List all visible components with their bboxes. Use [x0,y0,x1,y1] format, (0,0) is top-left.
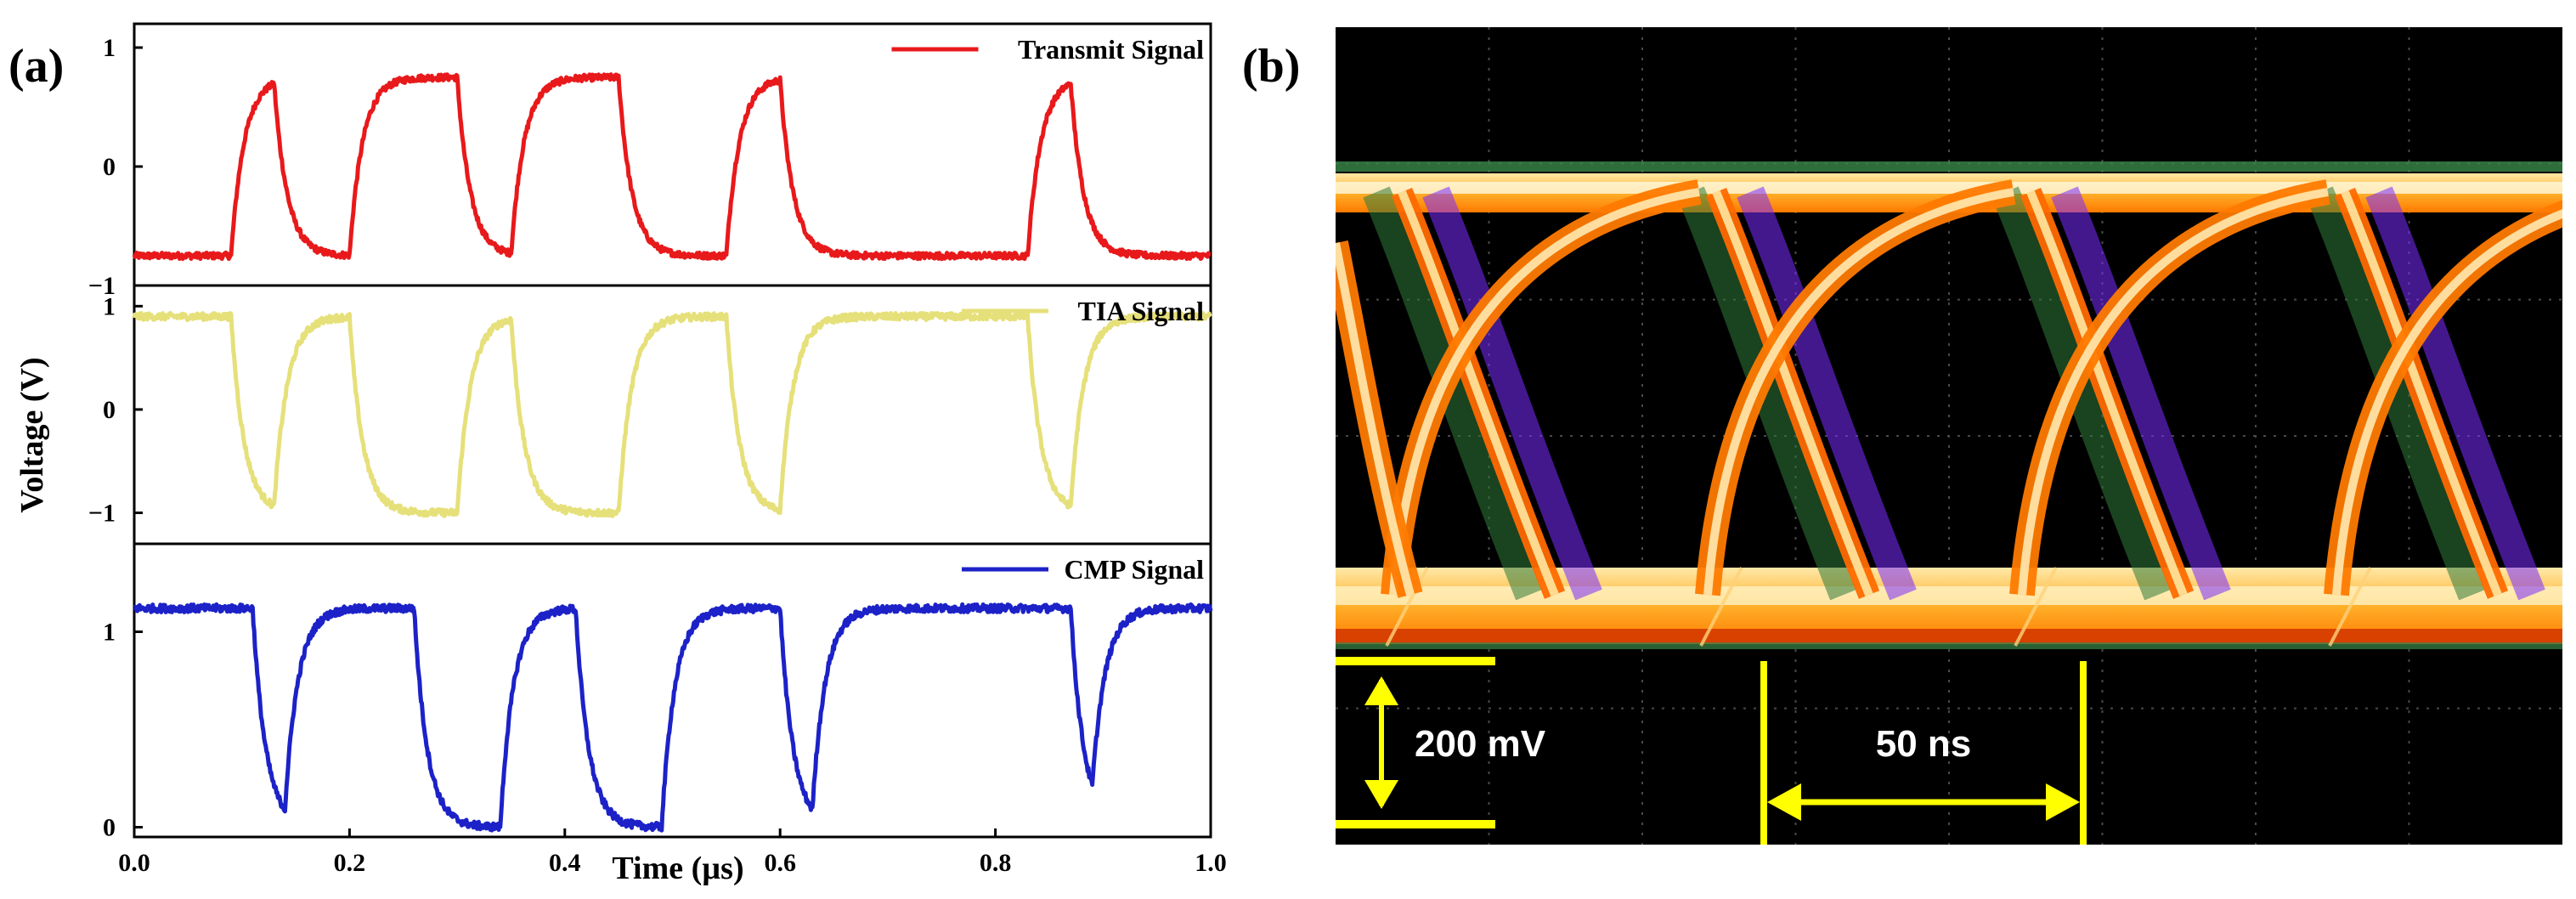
y-tick-label: 0 [103,814,116,842]
eye-curves [1336,179,2562,647]
eye-falling-edge [2026,190,2188,597]
x-ticks: 0.0 0.2 0.4 0.6 0.8 1.0 [118,828,1227,877]
x-tick-label: 0.6 [764,849,796,877]
bottom-rail-shadow [1336,629,2562,644]
x-tick-label: 0.2 [334,849,366,877]
bottom-rail-edge [1336,642,2562,649]
eye-falling-edge [1422,186,1602,601]
eye-falling-edge [2051,186,2231,601]
y-tick-label: −1 [88,272,116,300]
top-rail-edge [1336,161,2562,172]
x-tick-label: 0.8 [980,849,1012,877]
eye-diagram-panel: 200 mV 50 ns [1336,27,2562,845]
subplot-cmp-signal: 1 0 CMP Signal [103,542,1213,842]
voltage-arrow-down-icon [1364,780,1398,809]
eye-rising-edge [2018,188,2329,596]
series-line-tia-signal [132,311,1212,518]
y-tick-label: 1 [103,619,116,647]
eye-trace-detail [2014,567,2058,647]
subplots: 1 0 −1 Transmit Signal 1 0 −1 TIA Signal 1 0 CMP S… [88,22,1213,842]
eye-falling-edge [1712,190,1873,597]
y-tick-label: 0 [103,153,116,181]
subplot-frame [133,542,1212,839]
eye-rising-edge [2332,209,2562,596]
eye-diagram-traces [1336,161,2562,649]
panel-a: Voltage (V) Time (µs) 1 0 −1 Transmit Signa… [14,22,1227,886]
top-rail-core [1336,182,2562,194]
panel-b-label: (b) [1242,40,1300,93]
legend-label: Transmit Signal [1018,34,1204,65]
eye-falling-edge [1398,190,1559,597]
x-tick-label: 0.4 [549,849,581,877]
voltage-scale-label: 200 mV [1415,723,1546,765]
y-tick-label: 1 [103,292,116,320]
legend-label: CMP Signal [1065,554,1205,585]
y-tick-label: 0 [103,396,116,424]
eye-trace-detail [1699,567,1743,647]
series-line-cmp-signal [133,602,1213,833]
time-arrow-right-icon [2046,783,2080,821]
eye-falling-edge [2365,186,2545,601]
voltage-arrow-up-icon [1364,676,1398,705]
time-scale-label: 50 ns [1876,723,1972,765]
panel-a-label: (a) [8,40,64,93]
x-tick-label: 1.0 [1195,849,1227,877]
y-tick-label: −1 [88,500,116,528]
eye-rising-edge [1389,188,1700,596]
scale-markers: 200 mV 50 ns [1336,657,2087,845]
subplot-frame [133,284,1212,546]
time-arrow-left-icon [1767,783,1801,821]
series-line-transmit-signal [132,72,1212,262]
eye-rising-edge [1703,188,2014,596]
subplot-tia-signal: 1 0 −1 TIA Signal [88,284,1212,546]
y-axis-label: Voltage (V) [14,357,50,512]
eye-falling-edge [1336,242,1415,597]
y-tick-label: 1 [103,34,116,62]
eye-trace-detail [2328,567,2372,647]
eye-falling-edge [1737,186,1917,601]
bottom-rail-core [1336,586,2562,605]
x-tick-label: 0.0 [118,849,150,877]
legend-label: TIA Signal [1077,296,1204,326]
eye-falling-edge [2341,190,2502,597]
x-axis-label: Time (µs) [612,851,743,886]
subplot-transmit-signal: 1 0 −1 Transmit Signal [88,22,1212,300]
eye-trace-detail [1385,567,1429,647]
